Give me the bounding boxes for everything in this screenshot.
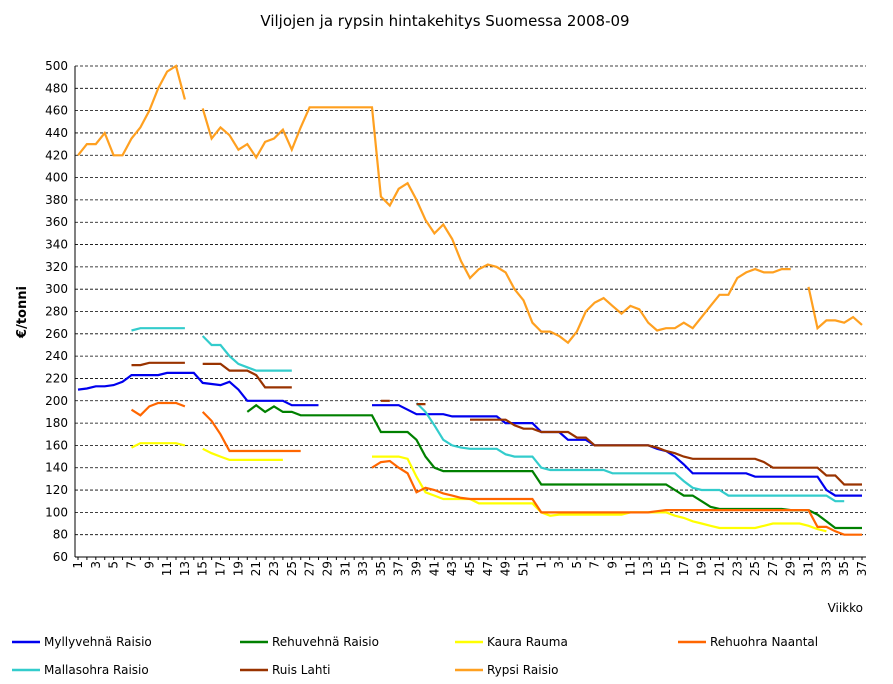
x-tick-label: 13 bbox=[178, 561, 192, 576]
legend-label: Rehuohra Naantal bbox=[710, 635, 818, 649]
x-tick-label: 37 bbox=[855, 561, 869, 576]
x-tick-label: 27 bbox=[766, 561, 780, 576]
x-tick-label: 17 bbox=[214, 561, 228, 576]
y-tick-label: 220 bbox=[45, 371, 68, 385]
x-tick-label: 29 bbox=[784, 561, 798, 576]
x-tick-label: 1 bbox=[71, 561, 85, 569]
x-tick-label: 31 bbox=[802, 561, 816, 576]
x-tick-label: 21 bbox=[249, 561, 263, 576]
x-tick-label: 19 bbox=[695, 561, 709, 576]
series-line bbox=[77, 64, 863, 345]
y-tick-label: 500 bbox=[45, 59, 68, 73]
y-tick-label: 340 bbox=[45, 238, 68, 252]
y-tick-label: 200 bbox=[45, 394, 68, 408]
x-tick-label: 27 bbox=[303, 561, 317, 576]
y-tick-label: 160 bbox=[45, 438, 68, 452]
x-tick-label: 15 bbox=[196, 561, 210, 576]
y-tick-label: 280 bbox=[45, 305, 68, 319]
x-tick-label: 47 bbox=[481, 561, 495, 576]
x-tick-label: 39 bbox=[410, 561, 424, 576]
x-tick-label: 9 bbox=[606, 561, 620, 569]
legend-label: Ruis Lahti bbox=[272, 663, 331, 677]
x-tick-label: 15 bbox=[659, 561, 673, 576]
x-tick-label: 25 bbox=[748, 561, 762, 576]
x-tick-label: 11 bbox=[623, 561, 637, 576]
x-tick-label: 5 bbox=[107, 561, 121, 569]
legend-label: Kaura Rauma bbox=[487, 635, 568, 649]
x-tick-label: 23 bbox=[267, 561, 281, 576]
x-tick-label: 29 bbox=[320, 561, 334, 576]
y-tick-label: 440 bbox=[45, 126, 68, 140]
x-tick-label: 13 bbox=[641, 561, 655, 576]
x-tick-label: 35 bbox=[374, 561, 388, 576]
series-line bbox=[130, 401, 862, 536]
x-tick-label: 41 bbox=[427, 561, 441, 576]
legend-label: Rypsi Raisio bbox=[487, 663, 559, 677]
chart-title: Viljojen ja rypsin hintakehitys Suomessa… bbox=[260, 12, 629, 30]
x-tick-label: 31 bbox=[338, 561, 352, 576]
y-tick-label: 120 bbox=[45, 483, 68, 497]
x-tick-label: 51 bbox=[516, 561, 530, 576]
y-tick-label: 480 bbox=[45, 81, 68, 95]
x-tick-label: 3 bbox=[89, 561, 103, 569]
y-axis-label: €/tonni bbox=[15, 286, 30, 339]
y-tick-label: 60 bbox=[53, 550, 68, 564]
y-tick-label: 100 bbox=[45, 505, 68, 519]
y-tick-label: 180 bbox=[45, 416, 68, 430]
x-tick-label: 33 bbox=[356, 561, 370, 576]
series-line bbox=[77, 371, 862, 497]
x-tick-label: 11 bbox=[160, 561, 174, 576]
series-line bbox=[131, 361, 862, 486]
y-tick-label: 80 bbox=[53, 528, 68, 542]
x-tick-label: 17 bbox=[677, 561, 691, 576]
x-tick-label: 9 bbox=[142, 561, 156, 569]
y-tick-label: 300 bbox=[45, 282, 68, 296]
y-tick-label: 140 bbox=[45, 461, 68, 475]
y-tick-label: 320 bbox=[45, 260, 68, 274]
y-tick-label: 380 bbox=[45, 193, 68, 207]
y-tick-label: 240 bbox=[45, 349, 68, 363]
x-axis-label: Viikko bbox=[828, 601, 863, 615]
x-tick-label: 49 bbox=[499, 561, 513, 576]
x-tick-label: 37 bbox=[392, 561, 406, 576]
x-tick-label: 1 bbox=[534, 561, 548, 569]
x-tick-label: 25 bbox=[285, 561, 299, 576]
x-tick-label: 21 bbox=[712, 561, 726, 576]
y-tick-label: 260 bbox=[45, 327, 68, 341]
y-tick-label: 420 bbox=[45, 148, 68, 162]
legend-label: Rehuvehnä Raisio bbox=[272, 635, 379, 649]
x-tick-label: 33 bbox=[819, 561, 833, 576]
series-line bbox=[131, 327, 845, 503]
x-tick-label: 19 bbox=[231, 561, 245, 576]
legend-label: Myllyvehnä Raisio bbox=[44, 635, 152, 649]
series-line bbox=[131, 442, 827, 533]
x-tick-label: 3 bbox=[552, 561, 566, 569]
y-tick-label: 460 bbox=[45, 104, 68, 118]
x-tick-label: 5 bbox=[570, 561, 584, 569]
x-tick-label: 7 bbox=[124, 561, 138, 569]
x-tick-label: 43 bbox=[445, 561, 459, 576]
y-tick-label: 360 bbox=[45, 215, 68, 229]
x-tick-label: 23 bbox=[730, 561, 744, 576]
legend-label: Mallasohra Raisio bbox=[44, 663, 149, 677]
x-tick-label: 7 bbox=[588, 561, 602, 569]
x-tick-label: 35 bbox=[837, 561, 851, 576]
x-tick-label: 45 bbox=[463, 561, 477, 576]
y-tick-label: 400 bbox=[45, 171, 68, 185]
